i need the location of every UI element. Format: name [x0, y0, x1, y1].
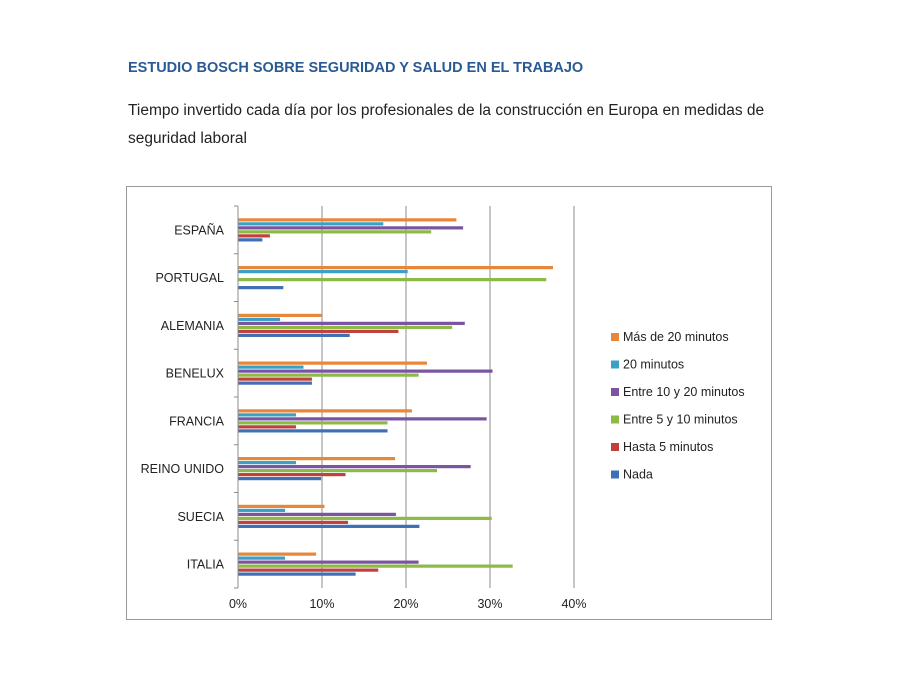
- bar-espana-entre-10-y-20-minutos: [238, 226, 464, 230]
- bar-suecia-20-minutos: [238, 508, 286, 512]
- legend-swatch-entre-5-y-10-minutos: [611, 415, 619, 424]
- report-heading: ESTUDIO BOSCH SOBRE SEGURIDAD Y SALUD EN…: [128, 60, 584, 76]
- x-tick-label: 40%: [561, 597, 586, 611]
- bar-alemania-nada: [238, 333, 350, 337]
- bar-alemania-hasta-5-minutos: [238, 329, 399, 333]
- bar-alemania-entre-5-y-10-minutos: [238, 325, 453, 329]
- bar-francia-entre-5-y-10-minutos: [238, 421, 388, 425]
- bar-italia-hasta-5-minutos: [238, 568, 379, 572]
- x-tick-labels: 0% 10% 20% 30% 40%: [229, 597, 587, 611]
- bar-suecia-mas-de-20-minutos: [238, 504, 325, 508]
- legend-swatch-mas-de-20-minutos: [611, 333, 619, 341]
- bar-suecia-entre-5-y-10-minutos: [238, 516, 492, 520]
- report-subtitle: Tiempo invertido cada día por los profes…: [128, 102, 765, 147]
- bar-espana-entre-5-y-10-minutos: [238, 230, 432, 234]
- bar-reino-unido-nada: [238, 477, 322, 481]
- bar-italia-entre-10-y-20-minutos: [238, 560, 419, 564]
- bar-suecia-entre-10-y-20-minutos: [238, 512, 396, 516]
- bar-espana-mas-de-20-minutos: [238, 218, 457, 222]
- legend-label-entre-5-y-10-minutos: Entre 5 y 10 minutos: [623, 413, 738, 427]
- bar-reino-unido-mas-de-20-minutos: [238, 457, 396, 461]
- bar-reino-unido-20-minutos: [238, 461, 296, 465]
- bar-benelux-hasta-5-minutos: [238, 377, 312, 381]
- category-label-portugal: PORTUGAL: [155, 271, 224, 285]
- bar-italia-entre-5-y-10-minutos: [238, 564, 513, 568]
- bar-portugal-nada: [238, 286, 284, 290]
- bar-benelux-entre-5-y-10-minutos: [238, 373, 419, 377]
- category-label-espana: ESPAÑA: [174, 223, 224, 237]
- legend-swatch-nada: [611, 470, 619, 479]
- bar-suecia-nada: [238, 524, 420, 528]
- legend-label-20-minutos: 20 minutos: [623, 358, 684, 372]
- legend: Más de 20 minutos 20 minutos Entre 10 y 20…: [611, 330, 745, 482]
- bar-benelux-entre-10-y-20-minutos: [238, 369, 493, 373]
- bar-reino-unido-entre-5-y-10-minutos: [238, 469, 438, 473]
- legend-label-hasta-5-minutos: Hasta 5 minutos: [623, 440, 713, 454]
- bar-espana-hasta-5-minutos: [238, 234, 270, 238]
- bar-reino-unido-entre-10-y-20-minutos: [238, 465, 471, 469]
- legend-label-nada: Nada: [623, 468, 653, 482]
- legend-swatch-entre-10-y-20-minutos: [611, 388, 619, 396]
- bar-portugal-20-minutos: [238, 270, 408, 274]
- bar-benelux-nada: [238, 381, 312, 385]
- category-label-alemania: ALEMANIA: [161, 319, 225, 333]
- category-label-reino-unido: REINO UNIDO: [141, 462, 225, 476]
- bar-francia-mas-de-20-minutos: [238, 409, 412, 413]
- bar-francia-nada: [238, 429, 388, 433]
- bar-chart: ESPAÑA PORTUGAL ALEMANIA BENELUX FRANCIA REIN…: [141, 205, 745, 611]
- bar-suecia-hasta-5-minutos: [238, 520, 349, 524]
- bar-portugal-mas-de-20-minutos: [238, 266, 553, 270]
- category-label-italia: ITALIA: [187, 558, 225, 572]
- x-tick-label: 10%: [309, 597, 334, 611]
- bar-francia-20-minutos: [238, 413, 296, 417]
- x-tick-label: 20%: [393, 597, 418, 611]
- category-label-suecia: SUECIA: [177, 510, 224, 524]
- category-labels: ESPAÑA PORTUGAL ALEMANIA BENELUX FRANCIA REIN…: [141, 223, 225, 571]
- bar-italia-20-minutos: [238, 556, 286, 560]
- category-label-benelux: BENELUX: [166, 367, 225, 381]
- x-tick-label: 30%: [477, 597, 502, 611]
- gridlines: [321, 206, 575, 588]
- bar-alemania-mas-de-20-minutos: [238, 313, 322, 317]
- bar-alemania-20-minutos: [238, 317, 280, 321]
- bar-italia-nada: [238, 572, 356, 576]
- x-tick-label: 0%: [229, 597, 247, 611]
- bar-alemania-entre-10-y-20-minutos: [238, 321, 465, 325]
- category-label-francia: FRANCIA: [169, 414, 225, 428]
- bar-espana-nada: [238, 238, 263, 242]
- axes: [234, 205, 239, 589]
- bar-reino-unido-hasta-5-minutos: [238, 473, 346, 477]
- bar-italia-mas-de-20-minutos: [238, 552, 317, 556]
- legend-swatch-20-minutos: [611, 360, 619, 369]
- legend-swatch-hasta-5-minutos: [611, 443, 619, 451]
- bar-portugal-entre-5-y-10-minutos: [238, 278, 547, 282]
- bar-benelux-mas-de-20-minutos: [238, 361, 427, 365]
- legend-label-entre-10-y-20-minutos: Entre 10 y 20 minutos: [623, 385, 745, 399]
- bars: [238, 218, 553, 576]
- bar-benelux-20-minutos: [238, 365, 304, 369]
- bar-espana-20-minutos: [238, 222, 384, 226]
- bar-francia-entre-10-y-20-minutos: [238, 417, 487, 421]
- legend-label-mas-de-20-minutos: Más de 20 minutos: [623, 330, 729, 344]
- chart-frame: ESPAÑA PORTUGAL ALEMANIA BENELUX FRANCIA REIN…: [126, 186, 772, 620]
- bar-francia-hasta-5-minutos: [238, 425, 296, 429]
